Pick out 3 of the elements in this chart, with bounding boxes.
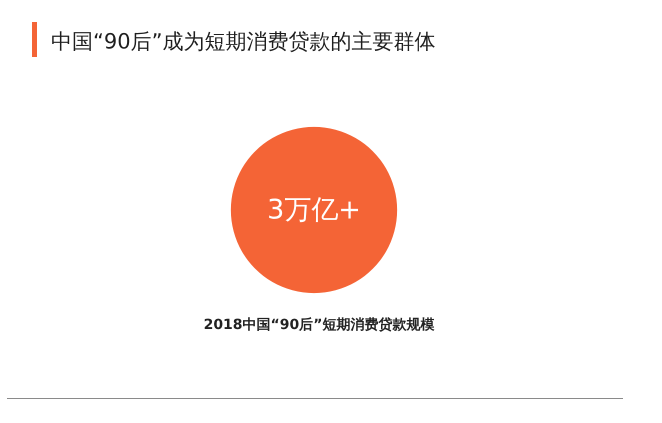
text: 中国“90后”成为短期消费贷款的主要群体 [51, 30, 436, 54]
category-label: 2018中国“90后”短期消费贷款规模 [204, 316, 436, 334]
data-label: 3万亿+ [267, 194, 361, 226]
